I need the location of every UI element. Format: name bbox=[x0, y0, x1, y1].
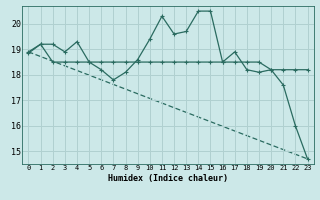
X-axis label: Humidex (Indice chaleur): Humidex (Indice chaleur) bbox=[108, 174, 228, 183]
